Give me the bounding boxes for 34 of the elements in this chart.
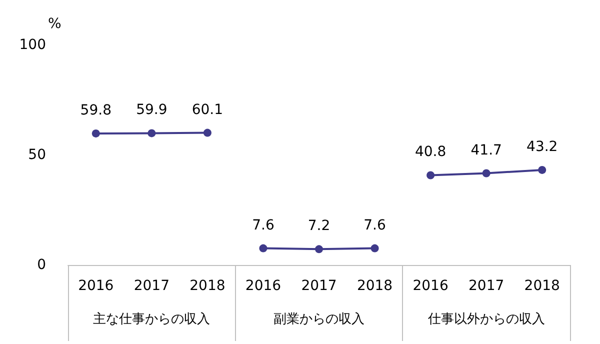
data-label: 7.6 — [364, 217, 386, 234]
data-label: 43.2 — [526, 138, 558, 155]
y-axis-title: % — [48, 16, 62, 32]
data-label: 7.2 — [308, 218, 330, 234]
data-label: 40.8 — [414, 144, 446, 160]
point — [482, 169, 490, 178]
point — [259, 244, 268, 252]
text: 副業からの収入 — [274, 312, 364, 327]
text: 主な仕事からの収入 — [93, 311, 210, 327]
y-tick-label: 100 — [19, 37, 46, 53]
data-label: 59.8 — [80, 102, 112, 118]
x-tick-label: 2018 — [524, 278, 560, 294]
x-tick-label: 2017 — [134, 278, 170, 294]
x-tick-label: 2016 — [245, 278, 282, 294]
point — [315, 245, 323, 254]
data-label: 60.1 — [192, 102, 224, 118]
data-label: 41.7 — [470, 142, 502, 158]
point — [92, 129, 100, 138]
x-tick-label: 2016 — [78, 278, 114, 294]
x-tick-label: 2017 — [301, 278, 337, 294]
y-tick-label: 0 — [37, 257, 46, 273]
data-label: 59.9 — [136, 102, 168, 118]
y-tick-label: 50 — [28, 147, 46, 163]
x-tick-label: 2017 — [468, 278, 504, 294]
point — [538, 166, 546, 174]
point — [148, 129, 156, 138]
text: 仕事以外からの収入 — [426, 312, 545, 327]
point — [203, 128, 212, 137]
point — [370, 244, 379, 252]
x-tick-label: 2016 — [412, 278, 448, 294]
point — [426, 171, 435, 180]
x-tick-label: 2018 — [356, 278, 393, 294]
x-tick-label: 2018 — [190, 278, 226, 294]
data-label: 7.6 — [252, 217, 274, 234]
